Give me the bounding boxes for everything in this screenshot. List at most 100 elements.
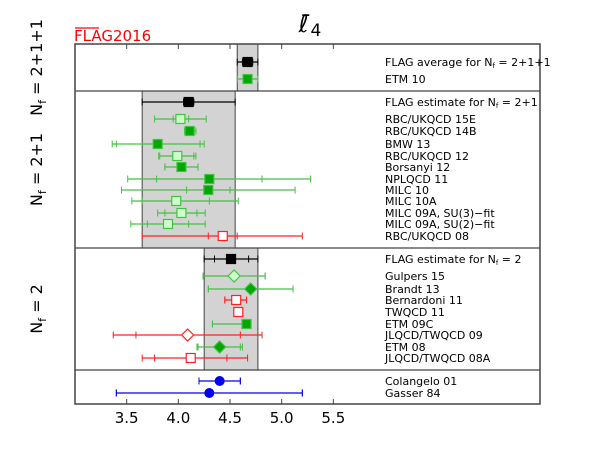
row-label: RBC/UKQCD 12: [385, 150, 469, 163]
watermark-flag: FLAG: [74, 27, 113, 45]
row-label: FLAG estimate for Nf = 2+1: [385, 96, 538, 110]
data-point: [154, 113, 207, 125]
row-label: Colangelo 01: [385, 375, 457, 388]
marker-square: [183, 96, 194, 108]
x-tick-label: 4.5: [218, 409, 242, 427]
svg-text:FLAG2016: FLAG2016: [74, 27, 151, 45]
row-label-text: ETM 08: [385, 341, 426, 354]
panel-ylabel: Nf = 2+1: [27, 133, 49, 206]
marker-diamond: [212, 340, 227, 354]
row-label-text: RBC/UKQCD 08: [385, 230, 469, 243]
plot-frame: [74, 43, 541, 405]
row-label: Borsanyi 12: [385, 161, 450, 174]
row-label: RBC/UKQCD 08: [385, 230, 469, 243]
data-point: [164, 161, 199, 173]
marker-square: [225, 253, 237, 265]
x-tick-label: 3.5: [115, 409, 139, 427]
data-point: [111, 138, 205, 150]
row-label-text: FLAG average for N: [385, 56, 492, 69]
row-label: Gasser 84: [385, 387, 441, 400]
ylabel-main: N: [27, 194, 46, 206]
marker-square: [204, 173, 215, 185]
row-label-text: JLQCD/TWQCD 09: [384, 329, 483, 342]
row-label: MILC 09A, SU(3)−fit: [385, 207, 495, 220]
row-label-text: MILC 09A, SU(2)−fit: [385, 218, 495, 231]
row-label-text: TWQCD 11: [384, 306, 445, 319]
marker-square: [162, 218, 174, 230]
marker-square: [172, 150, 183, 162]
ylabel-sub: f: [36, 99, 49, 104]
row-label: MILC 09A, SU(2)−fit: [385, 218, 495, 231]
row-label-sub: f: [492, 62, 495, 70]
ylabel-sub: f: [36, 189, 49, 194]
ylabel-suffix: = 2+1+1: [27, 19, 46, 100]
watermark-year: 2016: [113, 27, 151, 45]
row-label: MILC 10A: [385, 195, 437, 208]
data-point: [202, 269, 266, 283]
row-label-text: RBC/UKQCD 12: [385, 150, 469, 163]
x-tick-label: 5.0: [270, 409, 294, 427]
row-label-text: Brandt 13: [385, 283, 440, 296]
row-label-text: MILC 10: [385, 184, 429, 197]
row-label: ETM 09C: [385, 318, 434, 331]
row-label: ETM 10: [385, 73, 426, 86]
ylabel-main: N: [27, 322, 46, 334]
row-label-text: Gasser 84: [385, 387, 441, 400]
panel-ylabel: Nf = 2: [27, 284, 49, 334]
chart-title-sub: 4: [311, 21, 322, 41]
marker-square: [203, 184, 214, 196]
row-label-text: RBC/UKQCD 15E: [385, 113, 476, 126]
row-label-text: Gulpers 15: [385, 270, 445, 283]
marker-square: [175, 113, 186, 125]
data-point: [233, 306, 244, 318]
x-tick-label: 4.0: [166, 409, 190, 427]
row-label: TWQCD 11: [384, 306, 445, 319]
marker-square: [185, 352, 196, 364]
row-label-sub: f: [496, 102, 499, 110]
row-label-text: ETM 09C: [385, 318, 434, 331]
data-point: [131, 195, 239, 207]
marker-square: [241, 318, 252, 330]
data-point: [141, 352, 249, 364]
data-point: [196, 340, 243, 354]
row-label-text: ETM 10: [385, 73, 426, 86]
data-point: [130, 218, 206, 230]
ylabel-main: N: [27, 104, 46, 116]
row-label-text: JLQCD/TWQCD 08A: [384, 352, 491, 365]
data-point: [224, 294, 248, 306]
row-label-text: Bernardoni 11: [385, 294, 463, 307]
row-label: BMW 13: [385, 138, 430, 151]
chart-title: ℓ̄ 4: [298, 10, 322, 41]
data-point: [207, 282, 294, 296]
marker-diamond: [180, 328, 195, 342]
data-point: [121, 184, 296, 196]
row-label-suffix: = 2: [498, 253, 521, 266]
marker-square: [233, 306, 244, 318]
row-label-text: Borsanyi 12: [385, 161, 450, 174]
row-label-text: BMW 13: [385, 138, 430, 151]
marker-square: [184, 125, 195, 137]
marker-square: [217, 230, 228, 242]
data-point: [198, 376, 241, 386]
row-label-text: FLAG estimate for N: [385, 253, 496, 266]
data-point: [211, 318, 252, 330]
row-label: JLQCD/TWQCD 09: [384, 329, 483, 342]
data-point: [157, 207, 206, 219]
row-label: ETM 08: [385, 341, 426, 354]
row-label: Gulpers 15: [385, 270, 445, 283]
marker-square: [242, 56, 253, 68]
row-label-text: MILC 10A: [385, 195, 437, 208]
marker-diamond: [227, 269, 241, 283]
ylabel-suffix: = 2: [27, 284, 46, 318]
row-label: FLAG estimate for Nf = 2: [385, 253, 522, 267]
flag-watermark: FLAG2016: [74, 27, 151, 45]
marker-square: [176, 207, 187, 219]
row-label: MILC 10: [385, 184, 429, 197]
data-point: [158, 150, 197, 162]
ylabel-sub: f: [36, 317, 49, 322]
marker-square: [176, 161, 187, 173]
marker-square: [171, 195, 182, 207]
data-point: [184, 125, 197, 137]
row-label-text: Colangelo 01: [385, 375, 457, 388]
